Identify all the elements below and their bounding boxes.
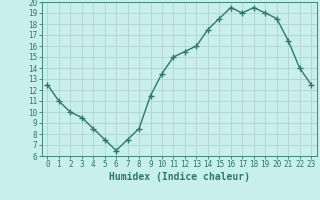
X-axis label: Humidex (Indice chaleur): Humidex (Indice chaleur) — [109, 172, 250, 182]
